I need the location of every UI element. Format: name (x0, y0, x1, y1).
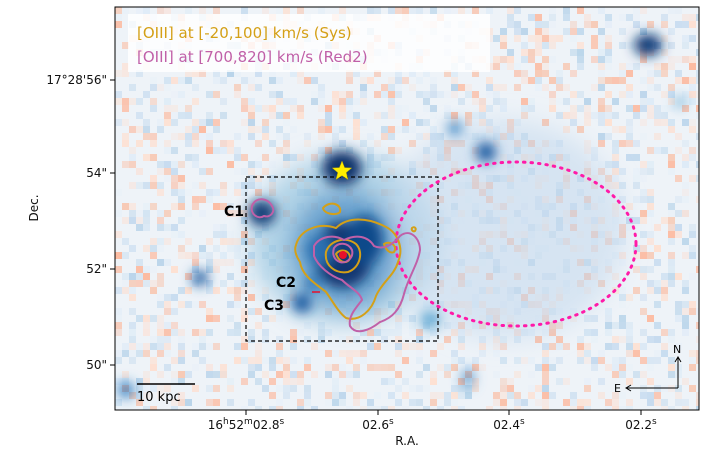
x-tick-label: 02.4s (493, 417, 525, 432)
y-tick-label: 50" (86, 358, 107, 372)
east-arrowhead-icon (625, 384, 632, 392)
y-tick-label: 17°28'56" (46, 73, 107, 87)
scale-bar: 10 kpc (137, 383, 195, 405)
dotted-ellipse-region (394, 160, 638, 328)
star-marker (331, 160, 353, 181)
x-tick-label: 02.2s (625, 417, 657, 432)
plot-frame (114, 6, 700, 411)
sys-contours (294, 202, 417, 320)
legend-entry-red2: [OIII] at [700,820] km/s (Red2) (137, 48, 368, 66)
y-tick-label: 52" (86, 262, 107, 276)
y-axis-title: Dec. (27, 194, 41, 221)
north-arrowhead-icon (674, 356, 682, 363)
clump-label-c2: C2 (276, 275, 296, 291)
center-marker (339, 251, 347, 259)
x-axis-title: R.A. (395, 434, 419, 448)
analysis-box (245, 176, 439, 342)
red2-contours (250, 198, 421, 333)
scale-bar-label: 10 kpc (137, 390, 181, 405)
legend-entry-sys: [OIII] at [-20,100] km/s (Sys) (137, 24, 352, 42)
clump-label-c1: C1 (224, 204, 244, 220)
compass-east-label: E (614, 382, 621, 395)
legend: [OIII] at [-20,100] km/s (Sys) [OIII] at… (128, 14, 490, 72)
x-tick-label: 16h52m02.8s (208, 417, 285, 432)
legend-background (128, 14, 490, 72)
compass: N E (614, 343, 682, 395)
x-tick-label: 02.6s (362, 417, 394, 432)
clump-label-c3: C3 (264, 298, 284, 314)
compass-north-label: N (673, 343, 681, 356)
y-tick-label: 54" (86, 166, 107, 180)
y-axis (110, 79, 115, 366)
diffuse-emission (250, 120, 625, 340)
image-panel (115, 7, 699, 410)
x-axis (245, 410, 642, 415)
